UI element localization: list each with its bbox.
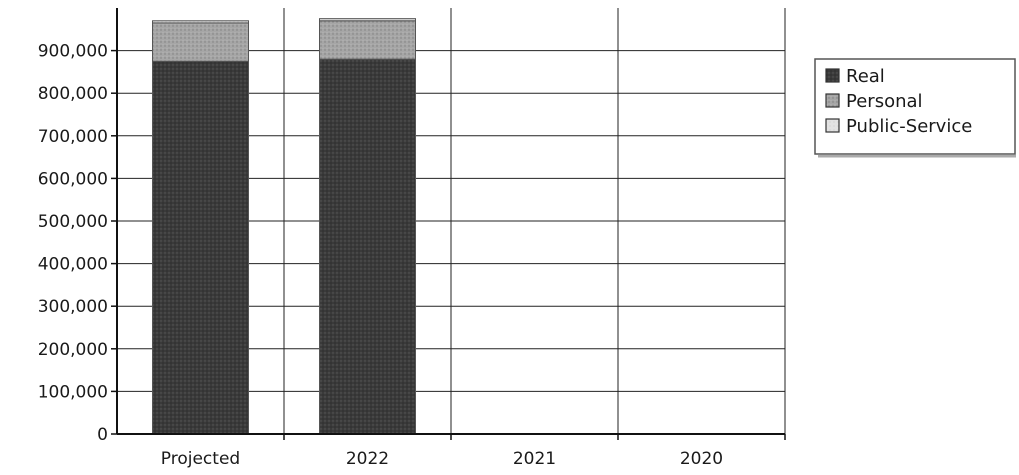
legend-swatch-real [825,68,840,83]
x-tick-labels: Projected 2022 2021 2020 [161,449,723,469]
y-tick-label: 300,000 [38,297,108,317]
legend-swatch-public-service [825,118,840,133]
legend-label-public-service: Public-Service [846,116,972,137]
y-tick-label: 600,000 [38,169,108,189]
axes [116,8,785,435]
bar-public-service-2022 [319,18,416,22]
bar-personal-2022 [319,20,416,60]
y-tick-labels: 0 100,000 200,000 300,000 400,000 500,000 600,… [38,42,108,445]
bars [152,18,416,435]
y-tick-label: 500,000 [38,212,108,232]
y-tick-label: 200,000 [38,340,108,360]
legend-box [814,58,1016,155]
bar-personal-projected [152,22,249,62]
y-tick-label: 100,000 [38,382,108,402]
x-tick-label: 2020 [680,449,723,469]
y-tick-label: 800,000 [38,84,108,104]
bar-real-projected [152,60,249,435]
y-tick-label: 400,000 [38,255,108,275]
y-tick-label: 700,000 [38,127,108,147]
x-tick-label: 2021 [513,449,556,469]
legend-swatch-personal [825,93,840,108]
x-tick-label: Projected [161,449,240,469]
legend-label-real: Real [846,66,885,87]
y-tick-label: 0 [97,425,108,445]
bar-public-service-projected [152,20,249,24]
y-tick-label: 900,000 [38,42,108,62]
legend: Real Personal Public-Service [814,58,1016,158]
bar-real-2022 [319,58,416,435]
x-tick-label: 2022 [346,449,389,469]
legend-label-personal: Personal [846,91,923,112]
